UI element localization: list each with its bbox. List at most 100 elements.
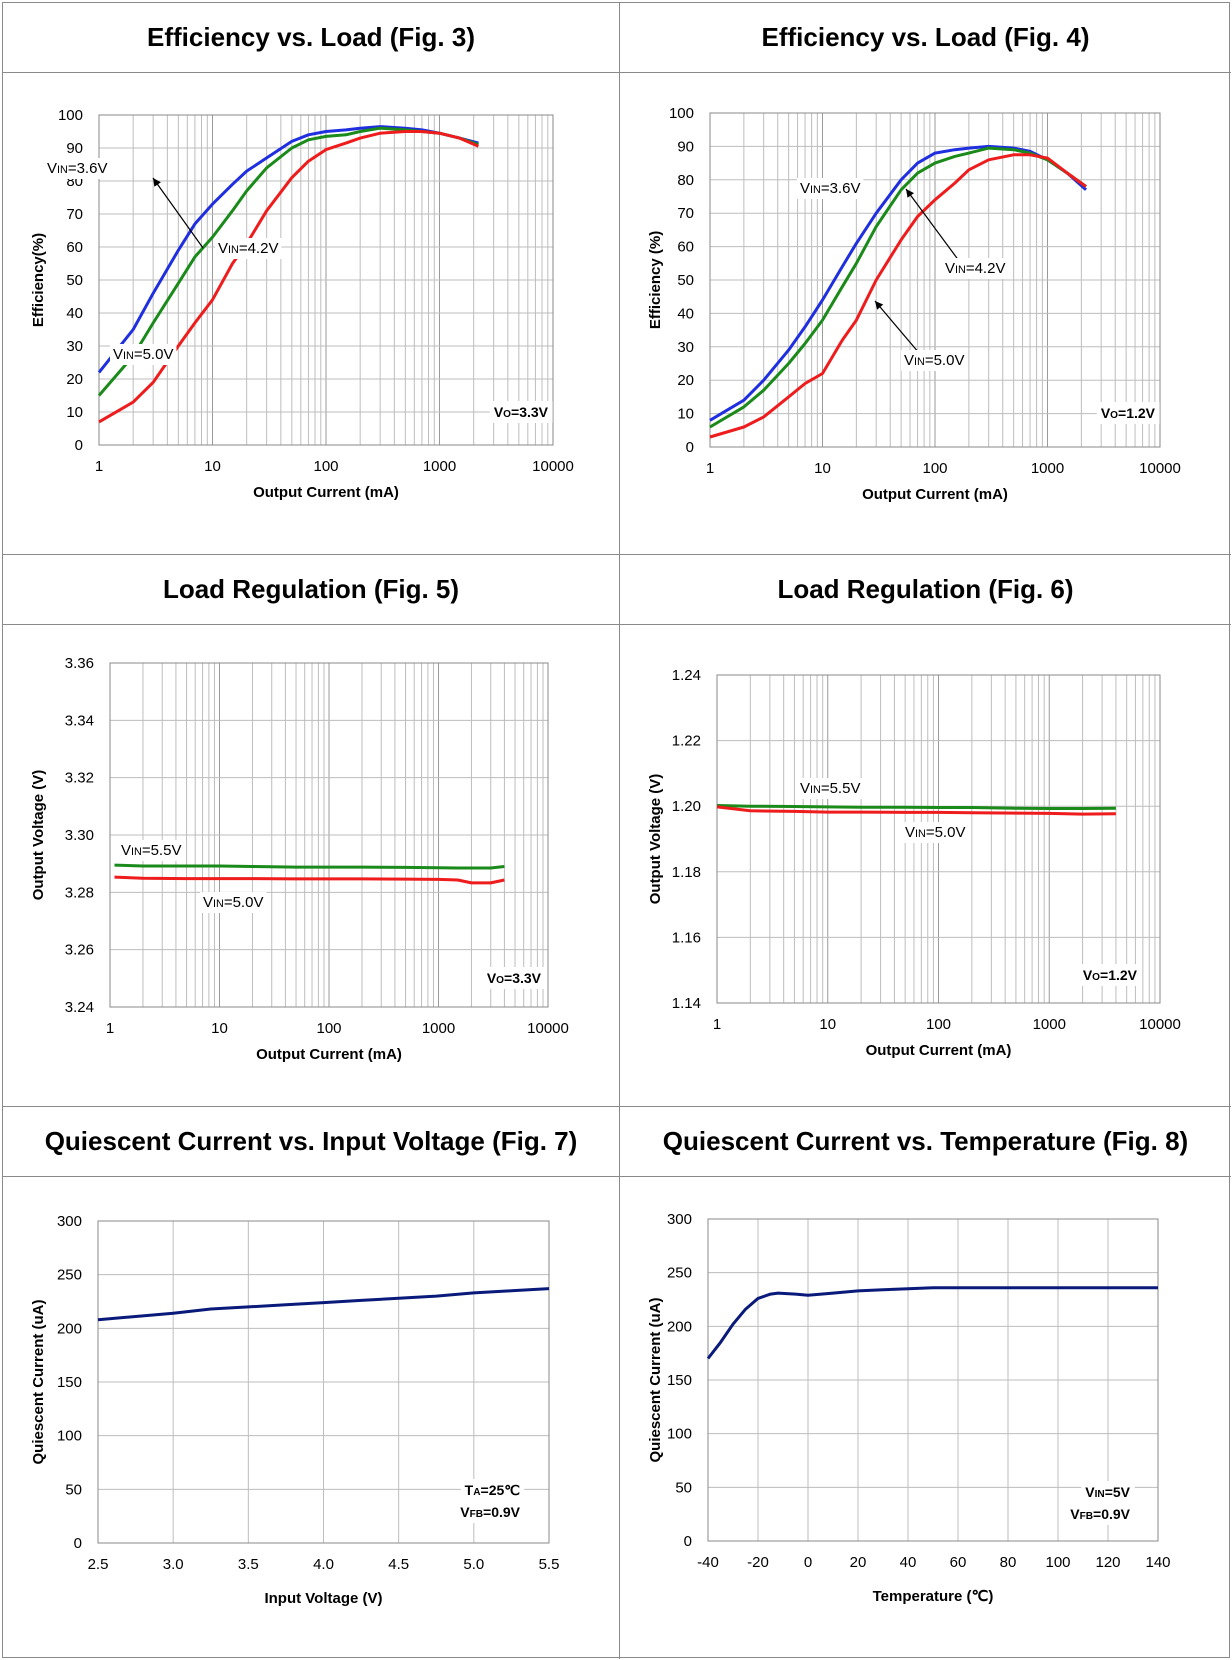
y-tick-label: 70 — [66, 206, 83, 223]
fig4-chart: 1 10 100 1000 10000 0 10 20 30 40 50 60 70 80 90 100 Out… — [647, 105, 1181, 503]
x-axis-label: Output Current (mA) — [866, 1042, 1012, 1059]
gridlines — [109, 662, 549, 1008]
y-tick-label: 1.18 — [672, 864, 701, 881]
x-tick-label: 60 — [950, 1554, 967, 1571]
condition-note: VO=3.3V — [494, 404, 549, 420]
fig6-chart: 1 10 100 1000 10000 1.14 1.16 1.18 1.20 1.22 1.24 O… — [647, 667, 1181, 1059]
annotation-arrow — [905, 188, 966, 270]
annotation-background — [215, 238, 282, 259]
x-tick-label: 100 — [313, 458, 338, 475]
x-tick-label: 100 — [926, 1016, 951, 1033]
x-tick-label: 100 — [316, 1020, 341, 1037]
annotation-background — [118, 840, 185, 861]
fig6-title: Load Regulation (Fig. 6) — [620, 555, 1231, 625]
series-annotation: VIN=5.5V — [121, 842, 181, 859]
y-axis-label: Efficiency(%) — [30, 233, 47, 327]
y-tick-label: 0 — [684, 1533, 692, 1550]
plot-frame — [98, 114, 554, 446]
plot-frame — [109, 662, 549, 1008]
y-tick-label: 3.32 — [65, 770, 94, 787]
series-line-blue — [709, 144, 1087, 422]
y-tick-label: 0 — [686, 439, 694, 456]
x-tick-label: 1 — [95, 458, 103, 475]
x-tick-label: 1 — [713, 1016, 721, 1033]
x-tick-label: 10000 — [532, 458, 574, 475]
x-tick-label: 3.5 — [238, 1556, 259, 1573]
annotation-arrowhead — [875, 301, 884, 310]
x-tick-label: 100 — [922, 460, 947, 477]
condition-note: VIN=5V — [1085, 1484, 1130, 1500]
y-tick-label: 10 — [66, 404, 83, 421]
annotation-background — [797, 778, 864, 799]
y-axis-label: Output Voltage (V) — [647, 774, 664, 905]
plot-frame — [97, 1220, 550, 1544]
y-tick-label: 200 — [57, 1320, 82, 1337]
y-tick-label: 90 — [677, 138, 694, 155]
note-background — [1096, 402, 1160, 424]
note-background — [1066, 1503, 1135, 1525]
fig3-panel: 1 10 100 1000 10000 0 10 20 30 40 50 60 70 80 90 100 Out… — [3, 73, 620, 555]
y-tick-label: 3.30 — [65, 827, 94, 844]
fig5-title-text: Load Regulation (Fig. 5) — [162, 574, 460, 604]
annotation-background — [797, 178, 864, 199]
y-tick-label: 100 — [57, 1428, 82, 1445]
x-tick-label: 1 — [706, 460, 714, 477]
fig7-panel: 2.5 3.0 3.5 4.0 4.5 5.0 5.5 0 50 100 150 200 250 300 I… — [3, 1177, 620, 1659]
x-axis-label: Output Current (mA) — [256, 1046, 402, 1063]
x-tick-label: 10000 — [1139, 460, 1181, 477]
y-tick-label: 40 — [677, 305, 694, 322]
series-annotation: VIN=3.6V — [47, 160, 107, 177]
x-tick-label: 2.5 — [88, 1556, 109, 1573]
y-tick-label: 50 — [675, 1479, 692, 1496]
x-tick-label: 3.0 — [163, 1556, 184, 1573]
series-line-blue — [97, 125, 479, 374]
x-tick-label: 120 — [1095, 1554, 1120, 1571]
x-axis-label: Temperature (℃) — [873, 1588, 994, 1605]
fig7-title-text: Quiescent Current vs. Input Voltage (Fig… — [44, 1126, 578, 1156]
series-annotation: VIN=4.2V — [218, 240, 278, 257]
y-axis-label: Quiescent Current (uA) — [30, 1299, 47, 1464]
fig4-panel: 1 10 100 1000 10000 0 10 20 30 40 50 60 70 80 90 100 Out… — [620, 73, 1231, 555]
fig3-chart: 1 10 100 1000 100000102030405060708090100Out… — [30, 107, 574, 501]
y-tick-label: 60 — [66, 239, 83, 256]
x-tick-label: 80 — [1000, 1554, 1017, 1571]
y-tick-label: 80 — [677, 172, 694, 189]
condition-note: VO=1.2V — [1101, 405, 1156, 421]
y-tick-label: 3.34 — [65, 712, 94, 729]
x-axis-label: Input Voltage (V) — [264, 1590, 382, 1607]
x-tick-label: 4.5 — [388, 1556, 409, 1573]
y-tick-label: 3.26 — [65, 942, 94, 959]
series-line-green — [709, 146, 1087, 429]
annotation-arrowhead — [906, 189, 914, 198]
y-tick-label: 3.28 — [65, 884, 94, 901]
y-tick-label: 1.22 — [672, 733, 701, 750]
y-tick-label: 1.24 — [672, 667, 701, 684]
y-tick-label: 50 — [65, 1481, 82, 1498]
fig6-title-text: Load Regulation (Fig. 6) — [777, 574, 1074, 604]
y-tick-label: 60 — [677, 239, 694, 256]
series-annotation: VIN=5.0V — [113, 346, 173, 363]
condition-note: VFB=0.9V — [460, 1504, 520, 1520]
y-tick-label: 1.20 — [672, 798, 701, 815]
y-tick-label: 3.36 — [65, 655, 94, 672]
y-tick-label: 1.16 — [672, 929, 701, 946]
annotation-background — [110, 344, 177, 365]
fig8-title-text: Quiescent Current vs. Temperature (Fig. … — [662, 1126, 1189, 1156]
series-line-red — [716, 805, 1116, 816]
x-tick-label: 1000 — [1033, 1016, 1066, 1033]
fig5-panel: 1 10 100 1000 10000 3.24 3.26 3.28 3.30 3.32 3.34 3… — [3, 625, 620, 1107]
x-tick-label: 0 — [804, 1554, 812, 1571]
y-tick-label: 0 — [75, 437, 83, 454]
fig4-title: Efficiency vs. Load (Fig. 4) — [620, 3, 1231, 73]
fig8-panel: -40 -20 0 20 40 60 80 100 120 140 0 50 100 150 200 250 3… — [620, 1177, 1231, 1659]
y-tick-label: 3.24 — [65, 999, 94, 1016]
annotation-arrowhead — [153, 178, 161, 187]
condition-note: VO=3.3V — [487, 970, 542, 986]
annotation-background — [200, 892, 267, 913]
x-tick-label: 140 — [1145, 1554, 1170, 1571]
x-tick-label: 10000 — [527, 1020, 569, 1037]
y-tick-label: 1.14 — [672, 995, 701, 1012]
x-tick-label: 4.0 — [313, 1556, 334, 1573]
y-tick-label: 300 — [667, 1211, 692, 1228]
x-tick-label: 1 — [106, 1020, 114, 1037]
